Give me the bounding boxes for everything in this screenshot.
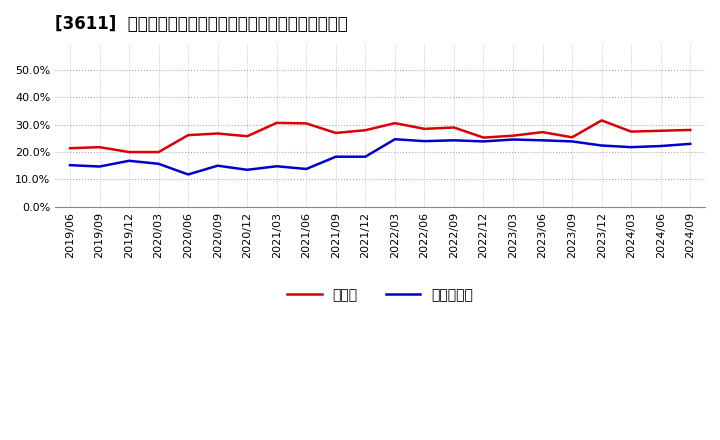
現預金 xyxy=(539,129,547,135)
現預金 xyxy=(361,128,369,133)
現預金 xyxy=(272,120,281,125)
現預金 xyxy=(331,130,340,136)
Line: 有利子負債: 有利子負債 xyxy=(70,139,690,174)
現預金 xyxy=(420,126,428,132)
有利子負債 xyxy=(302,166,310,172)
有利子負債 xyxy=(66,162,74,168)
現預金 xyxy=(125,150,133,155)
有利子負債 xyxy=(627,144,636,150)
現預金 xyxy=(568,135,577,140)
現預金 xyxy=(243,134,251,139)
有利子負債 xyxy=(184,172,192,177)
有利子負債 xyxy=(95,164,104,169)
有利子負債 xyxy=(331,154,340,159)
現預金 xyxy=(213,131,222,136)
現預金 xyxy=(657,128,665,133)
現預金 xyxy=(509,133,518,138)
有利子負債 xyxy=(509,137,518,142)
Text: [3611]  現預金、有利子負債の総資産に対する比率の推移: [3611] 現預金、有利子負債の総資産に対する比率の推移 xyxy=(55,15,348,33)
有利子負債 xyxy=(154,161,163,166)
有利子負債 xyxy=(361,154,369,159)
有利子負債 xyxy=(686,141,695,147)
Line: 現預金: 現預金 xyxy=(70,121,690,152)
現預金 xyxy=(66,146,74,151)
現預金 xyxy=(480,135,488,140)
有利子負債 xyxy=(272,164,281,169)
現預金 xyxy=(627,129,636,134)
現預金 xyxy=(598,118,606,123)
現預金 xyxy=(390,121,399,126)
有利子負債 xyxy=(539,138,547,143)
現預金 xyxy=(184,132,192,138)
有利子負債 xyxy=(420,139,428,144)
有利子負債 xyxy=(598,143,606,148)
有利子負債 xyxy=(449,138,458,143)
有利子負債 xyxy=(390,136,399,142)
現預金 xyxy=(686,127,695,132)
有利子負債 xyxy=(657,143,665,149)
有利子負債 xyxy=(568,139,577,144)
有利子負債 xyxy=(125,158,133,163)
Legend: 現預金, 有利子負債: 現預金, 有利子負債 xyxy=(282,282,479,308)
有利子負債 xyxy=(213,163,222,169)
有利子負債 xyxy=(480,139,488,144)
有利子負債 xyxy=(243,167,251,172)
現預金 xyxy=(302,121,310,126)
現預金 xyxy=(449,125,458,130)
現預金 xyxy=(154,150,163,155)
現預金 xyxy=(95,144,104,150)
